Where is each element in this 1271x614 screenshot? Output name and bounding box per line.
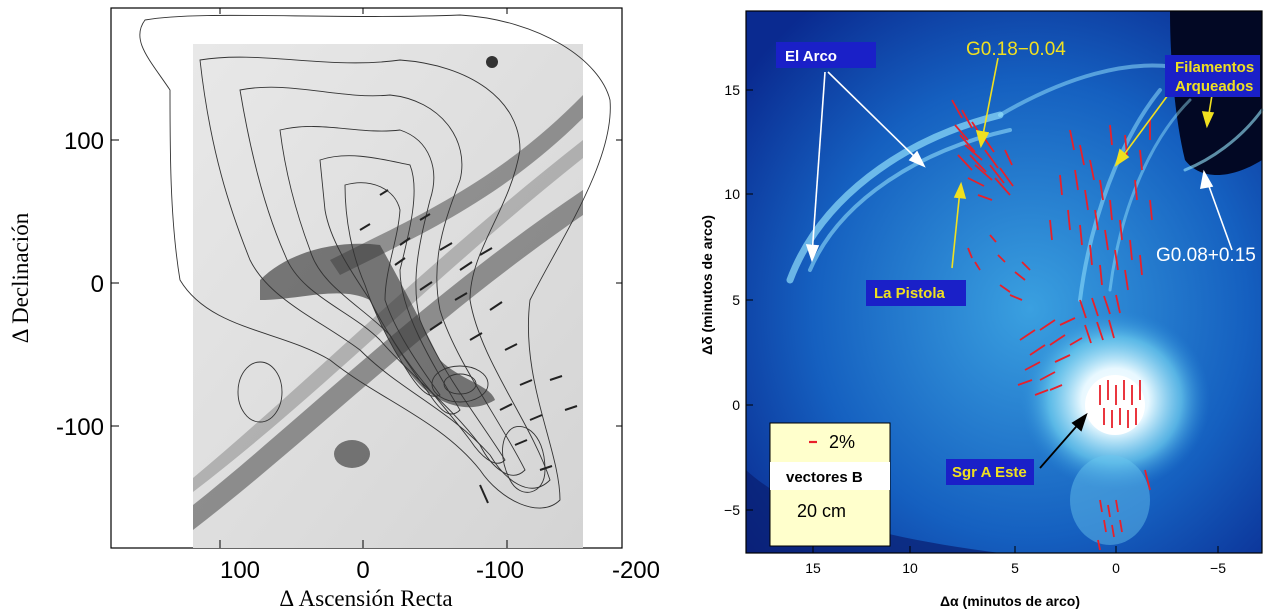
left-y-tick-labels: 100 0 -100	[56, 128, 104, 441]
label-g008: G0.08+0.15	[1156, 245, 1256, 266]
right-core-bright	[1085, 375, 1145, 435]
label-filamentos-box	[1165, 55, 1260, 97]
right-lower-glow	[1070, 455, 1150, 545]
left-x-tick-label: 0	[356, 557, 369, 584]
right-y-tick-labels: 15 10 5 0 −5	[724, 82, 740, 518]
left-filament-3	[330, 95, 583, 275]
label-la-pistola: La Pistola	[874, 285, 946, 302]
legend-box: 2% vectores B 20 cm	[769, 422, 891, 547]
right-y-tick-label: 5	[732, 292, 740, 308]
right-x-tick-label: 10	[902, 560, 918, 576]
left-contours	[139, 14, 611, 509]
label-sgr-a-este: Sgr A Este	[952, 464, 1027, 481]
left-x-tick-label: -200	[612, 557, 660, 584]
right-x-tick-label: 5	[1011, 560, 1019, 576]
left-y-tick-label: 100	[64, 128, 104, 155]
right-panel: El Arco G0.18−0.04 Filamentos Arqueados …	[699, 10, 1264, 609]
label-filamentos-line1: Filamentos	[1175, 59, 1254, 76]
label-g018: G0.18−0.04	[966, 39, 1066, 60]
right-x-axis-label: Δα (minutos de arco)	[940, 593, 1080, 609]
right-plot-frame	[745, 10, 1263, 554]
right-black-arrow	[1039, 412, 1088, 469]
left-dark-emission	[260, 243, 495, 408]
right-x-tick-label: 0	[1112, 560, 1120, 576]
label-la-pistola-box	[866, 280, 966, 306]
left-dark-blob	[334, 440, 370, 468]
right-y-tick-label: −5	[724, 502, 740, 518]
right-ticks	[746, 89, 1219, 553]
right-y-tick-label: 15	[724, 82, 740, 98]
legend-vectors-label: vectores B	[786, 469, 863, 486]
right-arrows	[805, 71, 1233, 263]
left-ticks	[111, 8, 622, 548]
left-dark-spot	[486, 56, 498, 68]
right-y-axis-label: Δδ (minutos de arco)	[699, 215, 715, 355]
left-x-tick-labels: 100 0 -100 -200	[220, 557, 660, 584]
label-sgr-a-este-box	[946, 459, 1034, 485]
label-filamentos-line2: Arqueados	[1175, 78, 1253, 95]
right-x-tick-labels: 15 10 5 0 −5	[805, 560, 1226, 576]
right-y-tick-label: 10	[724, 186, 740, 202]
right-y-tick-label: 0	[732, 397, 740, 413]
left-vectors	[359, 189, 578, 504]
left-x-axis-label: Δ Ascensión Recta	[279, 586, 452, 611]
left-panel: 100 0 -100 -200 100 0 -100 Δ Ascensión R…	[8, 7, 660, 611]
left-filament-1	[193, 190, 583, 530]
left-y-tick-label: -100	[56, 414, 104, 441]
right-x-tick-label: 15	[805, 560, 821, 576]
left-y-axis-label: Δ Declinación	[8, 212, 33, 343]
legend-band-label: 20 cm	[797, 501, 846, 521]
legend-scale-label: 2%	[829, 432, 855, 452]
right-x-tick-label: −5	[1210, 560, 1226, 576]
label-el-arco-box	[776, 42, 876, 68]
right-yellow-arrows	[951, 57, 1215, 269]
left-x-tick-label: -100	[476, 557, 524, 584]
label-el-arco: El Arco	[785, 48, 837, 65]
left-y-tick-label: 0	[91, 271, 104, 298]
left-x-tick-label: 100	[220, 557, 260, 584]
right-vectors	[951, 99, 1153, 551]
